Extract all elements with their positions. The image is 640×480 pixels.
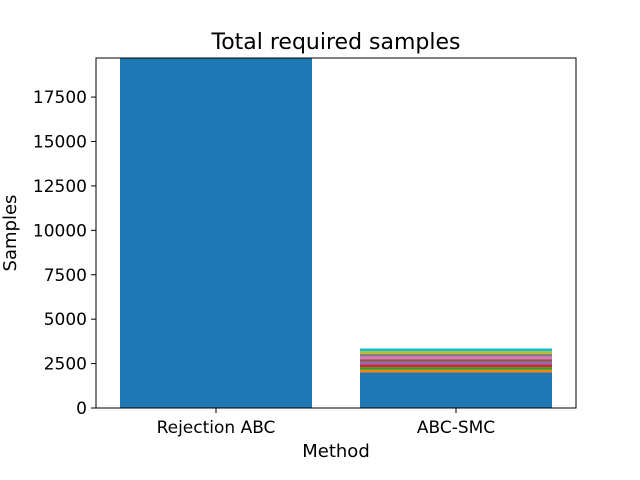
bar-segment-1-2	[360, 367, 552, 370]
bar-segment-1-9	[360, 348, 552, 352]
bar-segment-1-6	[360, 356, 552, 360]
x-tick-label-1: ABC-SMC	[417, 418, 495, 438]
bar-segment-1-4	[360, 361, 552, 365]
y-tick-label-1: 2500	[44, 355, 87, 375]
bar-segment-1-7	[360, 353, 552, 357]
y-tick-label-7: 17500	[33, 88, 87, 108]
x-axis: Rejection ABC ABC-SMC	[157, 408, 495, 438]
bar-segment-1-0	[360, 372, 552, 408]
bar-segment-1-5	[360, 359, 552, 362]
bar-segment-1-1	[360, 369, 552, 373]
y-tick-label-2: 5000	[44, 310, 87, 330]
x-tick-label-0: Rejection ABC	[157, 418, 276, 438]
bars-layer	[120, 58, 552, 408]
bar-segment-0-0	[120, 58, 312, 408]
y-tick-label-6: 15000	[33, 133, 87, 153]
y-tick-label-3: 7500	[44, 266, 87, 286]
y-tick-label-0: 0	[76, 399, 87, 419]
y-tick-label-4: 10000	[33, 221, 87, 241]
bar-segment-1-3	[360, 364, 552, 368]
x-axis-label: Method	[302, 441, 370, 462]
y-axis-label: Samples	[0, 195, 21, 272]
y-axis: 0 2500 5000 7500 10000 12500 15000 17500	[33, 88, 96, 419]
chart-title: Total required samples	[211, 30, 461, 55]
bar-segment-1-8	[360, 351, 552, 354]
y-tick-label-5: 12500	[33, 177, 87, 197]
plot-frame	[95, 57, 577, 409]
